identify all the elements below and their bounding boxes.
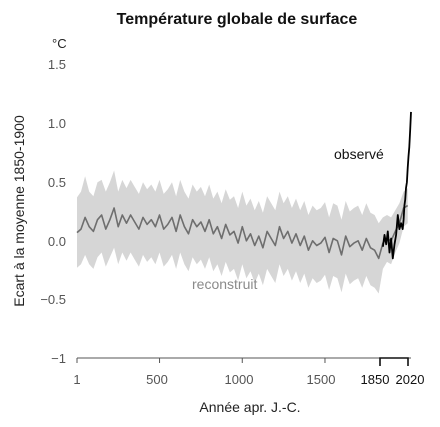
x-axis-tick-marks [76,358,326,363]
y-tick-label: 1.0 [48,116,66,131]
x-axis-label: Année apr. J.-C. [199,399,300,415]
chart-title: Température globale de surface [117,11,358,28]
y-unit-label: °C [52,36,67,51]
x-tick-label: 1500 [307,372,336,387]
observed-label: observé [334,146,384,162]
reconstructed-series-line [76,204,409,260]
y-axis-ticks: 1.5 1.0 0.5 0.0 −0.5 −1 [40,57,66,366]
reconstructed-uncertainty-band [77,170,408,294]
x-tick-label: 1000 [225,372,254,387]
y-axis-label: Ecart à la moyenne 1850-1900 [11,115,27,307]
x-tick-label: 2020 [396,372,425,387]
observed-series-line [382,111,412,260]
y-tick-label: 1.5 [48,57,66,72]
x-tick-label-1850: 1850 [361,372,390,387]
y-tick-label: −1 [51,351,66,366]
period-bracket [379,357,409,366]
x-tick-label: 1 [73,372,80,387]
y-tick-label: 0.5 [48,175,66,190]
plot-area [76,111,412,294]
x-axis-ticks: 1 500 1000 1500 1850 2020 [73,372,424,387]
y-tick-label: 0.0 [48,234,66,249]
x-tick-label: 500 [146,372,168,387]
y-tick-label: −0.5 [40,292,66,307]
reconstructed-label: reconstruit [192,276,257,292]
